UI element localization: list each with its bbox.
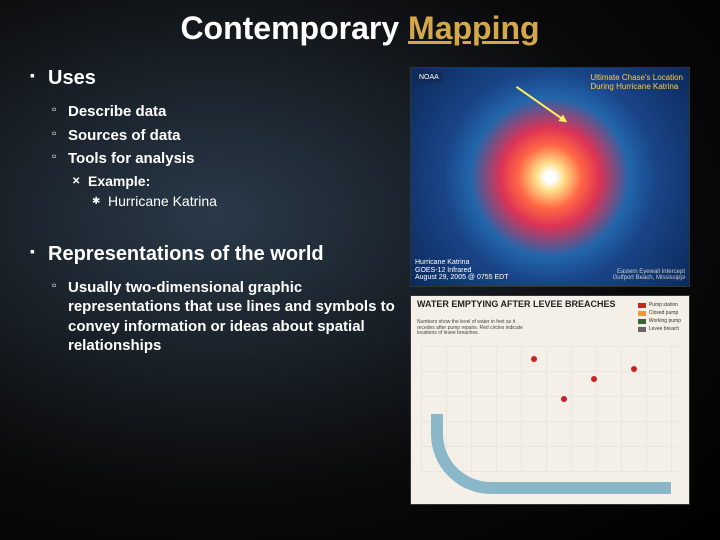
title-text-underlined: Mapping <box>408 10 540 46</box>
legend-swatch <box>638 311 646 316</box>
img-br1: Eastern Eyewall Intercept <box>613 269 685 276</box>
content-area: Uses Describe data Sources of data Tools… <box>20 67 700 505</box>
text-column: Uses Describe data Sources of data Tools… <box>20 67 400 505</box>
bullet-tools: Tools for analysis <box>30 149 400 169</box>
legend-item-0: Pump station <box>638 302 681 308</box>
img-label: Hurricane Katrina <box>415 259 509 267</box>
mississippi-river <box>431 414 671 494</box>
bullet-sources: Sources of data <box>30 126 400 146</box>
legend-label: Levee breach <box>649 326 679 332</box>
legend-swatch <box>638 327 646 332</box>
slide-container: Contemporary Mapping Uses Describe data … <box>0 0 720 540</box>
img-date: August 29, 2005 @ 0755 EDT <box>415 274 509 282</box>
legend-swatch <box>638 303 646 308</box>
bullet-describe-data: Describe data <box>30 102 400 122</box>
hurricane-satellite-image: NOAA Ultimate Chase's Location During Hu… <box>410 67 690 287</box>
bullet-representations: Representations of the world <box>30 243 400 266</box>
arrow-indicator <box>516 86 566 122</box>
bullet-example: Example: <box>30 173 400 189</box>
legend-swatch <box>638 319 646 324</box>
levee-legend: Pump station Closed pump Working pump Le… <box>638 302 681 334</box>
legend-item-1: Closed pump <box>638 310 681 316</box>
breach-marker <box>531 356 537 362</box>
bullet-katrina: Hurricane Katrina <box>30 193 400 209</box>
legend-label: Pump station <box>649 302 678 308</box>
levee-map-subtitle: Numbers show the level of water in feet … <box>417 320 527 337</box>
legend-item-3: Levee breach <box>638 326 681 332</box>
title-text-plain: Contemporary <box>180 10 408 46</box>
river-path <box>431 414 671 494</box>
levee-map-title: WATER EMPTYING AFTER LEVEE BREACHES <box>417 300 616 309</box>
img-source: GOES-12 Infrared <box>415 267 509 275</box>
bullet-usually: Usually two-dimensional graphic represen… <box>30 278 400 356</box>
breach-marker <box>561 396 567 402</box>
legend-label: Closed pump <box>649 310 678 316</box>
hurricane-bottom-label: Hurricane Katrina GOES-12 Infrared Augus… <box>415 259 509 282</box>
image-column: NOAA Ultimate Chase's Location During Hu… <box>410 67 700 505</box>
legend-label: Working pump <box>649 318 681 324</box>
hurricane-caption: Ultimate Chase's Location During Hurrica… <box>590 74 683 92</box>
slide-title: Contemporary Mapping <box>20 10 700 47</box>
spacer <box>30 213 400 243</box>
breach-marker <box>631 366 637 372</box>
img-br2: Gulfport Beach, Mississippi <box>613 275 685 282</box>
bullet-uses: Uses <box>30 67 400 90</box>
legend-item-2: Working pump <box>638 318 681 324</box>
noaa-logo: NOAA <box>415 72 443 83</box>
hurricane-bottom-right: Eastern Eyewall Intercept Gulfport Beach… <box>613 269 685 282</box>
breach-marker <box>591 376 597 382</box>
levee-breach-map: WATER EMPTYING AFTER LEVEE BREACHES Numb… <box>410 295 690 505</box>
caption-line2: During Hurricane Katrina <box>590 83 683 92</box>
